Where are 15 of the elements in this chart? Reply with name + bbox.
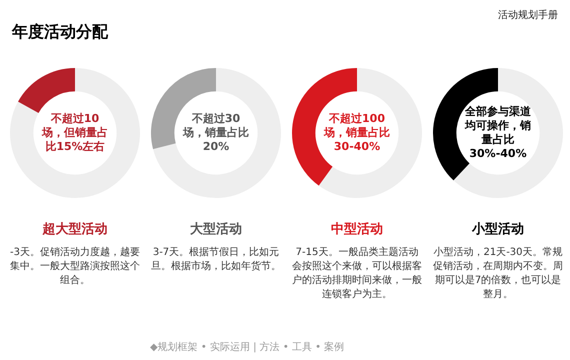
text: 小型活动 xyxy=(470,221,525,238)
text: 活动规划手册 xyxy=(498,8,558,22)
text: ◆规划框架 • 实际运用 | 方法 • 工具 • 案例 xyxy=(150,340,344,354)
text: 7-15天。一般品类主题活动会按照这个来做，可以根据客户的活动排期时间来做，一般连锁客户为主。 xyxy=(292,246,422,302)
text: 超大型活动 xyxy=(42,221,108,238)
text: 大型活动 xyxy=(189,221,243,238)
text: 不超过10场，但销量占比15%左右 xyxy=(40,111,109,155)
text: 不超过30场，销量占比20% xyxy=(182,111,250,155)
text: -3天。促销活动力度越，越要集中。一般大型路演按照这个组合。 xyxy=(10,246,140,288)
text: 3-7天。根据节假日，比如元旦。根据市场，比如年货节。 xyxy=(151,246,281,274)
text: 中型活动 xyxy=(330,221,384,238)
text: 全部参与渠道均可操作，销量占比30%-40% xyxy=(464,104,532,162)
text: 不超过100场，销量占比30-40% xyxy=(322,111,391,155)
text: 小型活动，21天-30天。常规促销活动，在周期内不变。周期可以是7的倍数，也可以是整月。 xyxy=(433,246,563,302)
text: 年度活动分配 xyxy=(12,22,108,43)
